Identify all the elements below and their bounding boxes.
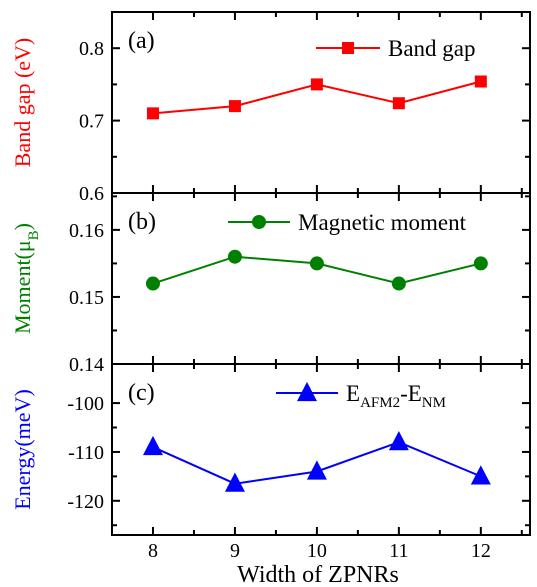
legend-label-sub: NM	[422, 395, 446, 411]
y-tick-label: 0.16	[69, 220, 104, 242]
legend-label: EAFM2-ENM	[346, 381, 446, 411]
y-tick-label: -100	[67, 393, 104, 415]
legend-label: Magnetic moment	[298, 210, 467, 235]
data-point	[391, 276, 406, 291]
x-axis-label: Width of ZPNRs	[237, 562, 399, 587]
y-axis-label: Band gap (eV)	[10, 38, 35, 168]
y-tick-label: 0.7	[79, 111, 104, 133]
panel-label: (a)	[128, 28, 155, 54]
y-axis-label: Moment(μB)	[10, 223, 42, 334]
y-tick-label: 0.14	[69, 354, 104, 376]
data-point	[309, 256, 324, 271]
y-tick-label: -110	[68, 442, 104, 464]
data-point	[306, 460, 327, 480]
data-point	[388, 431, 409, 451]
legend-label-main: Magnetic moment	[298, 210, 467, 235]
x-tick-label: 11	[389, 540, 408, 562]
data-point	[228, 100, 241, 113]
y-axis-label: Energy(meV)	[10, 389, 35, 510]
panel-label: (b)	[128, 209, 156, 235]
data-point	[470, 465, 491, 485]
data-point	[392, 97, 405, 110]
data-point	[145, 276, 160, 291]
y-tick-label: -120	[67, 491, 104, 513]
panel-3: -100 -110 -120 Energy(meV) (c) EAFM2-ENM	[10, 363, 531, 536]
data-point	[474, 75, 487, 88]
panel-frame	[111, 363, 531, 536]
x-tick-label: 8	[148, 540, 158, 562]
panel-label: (c)	[128, 380, 155, 406]
y-tick-label: 0.8	[79, 38, 104, 60]
panel-1: 0.6 0.7 0.8 Band gap (eV) (a) Band gap	[10, 11, 531, 205]
legend-marker	[342, 42, 354, 54]
y-tick-label: 0.6	[79, 183, 104, 205]
data-point	[146, 107, 159, 120]
y-axis-label-part: Band gap (eV)	[10, 38, 35, 168]
legend-label-part: -E	[400, 381, 422, 406]
x-tick-label: 12	[471, 540, 491, 562]
y-tick-label: 0.15	[69, 287, 104, 309]
data-point	[142, 435, 163, 456]
data-point	[310, 78, 323, 91]
data-point	[224, 472, 245, 492]
legend-label: Band gap	[388, 36, 476, 61]
y-axis-label-part: )	[10, 223, 35, 230]
y-axis-label-part: Moment(μ	[10, 240, 35, 334]
legend-label-sub: AFM2	[360, 395, 400, 411]
x-tick-label: 10	[307, 540, 327, 562]
legend-marker	[297, 381, 317, 402]
legend-label-main: E	[346, 381, 360, 406]
legend-marker	[252, 215, 266, 229]
x-tick-label: 9	[230, 540, 240, 562]
y-axis-label-part: Energy(meV)	[10, 389, 35, 510]
data-point	[473, 256, 488, 271]
panel-2: 0.14 0.15 0.16 Moment(μB) (b) Magnetic moment	[10, 192, 531, 376]
y-axis-label-sub: B	[26, 230, 42, 240]
data-point	[227, 249, 242, 264]
legend-label-main: Band gap	[388, 36, 476, 61]
